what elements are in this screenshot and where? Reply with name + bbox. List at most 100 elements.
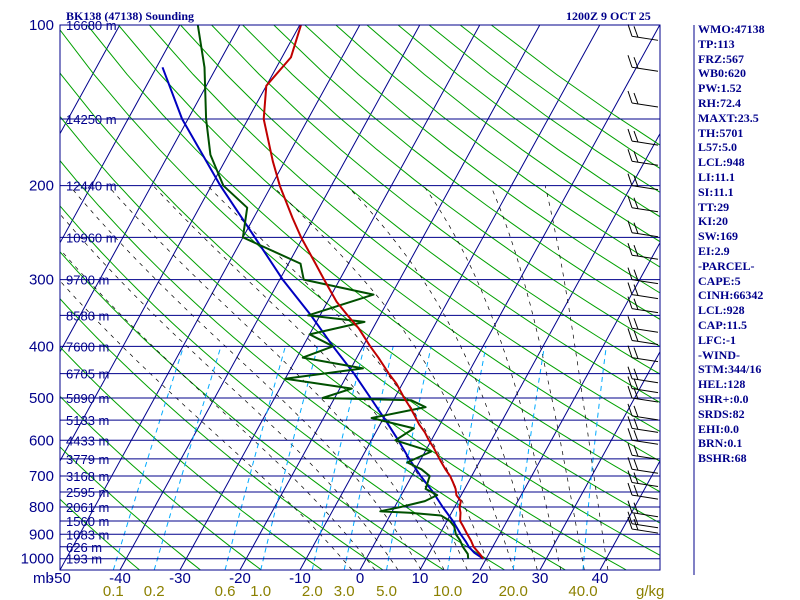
temperature-trace: [262, 25, 485, 560]
wind-barb: [627, 345, 659, 363]
wind-barb: [627, 443, 659, 460]
wind-barbs: [627, 24, 659, 534]
dry-adiabat: [60, 446, 201, 570]
plot-area: [60, 25, 660, 570]
height-label: 10960 m: [66, 230, 117, 245]
temperature-tick-label: -30: [169, 570, 191, 587]
index-value: SRDS:82: [698, 406, 745, 421]
temperature-tick-label: -50: [49, 570, 71, 587]
wind-barb: [627, 416, 659, 433]
index-value: L57:5.0: [698, 140, 737, 155]
pressure-tick-label: 700: [29, 468, 54, 485]
wind-barb: [627, 316, 659, 333]
mixing-ratio-line: [386, 346, 432, 570]
moist-adiabat: [272, 185, 515, 570]
wind-barb: [627, 403, 659, 421]
index-value: LI:11.1: [698, 169, 736, 184]
isotherm-line: [60, 25, 121, 135]
index-value: EI:2.9: [698, 243, 730, 258]
mixing-ratio-line: [224, 346, 286, 570]
dry-adiabat: [211, 25, 660, 375]
moist-adiabat: [60, 248, 376, 570]
index-value: TH:5701: [698, 125, 744, 140]
mixing-ratio-label: 10.0: [433, 583, 462, 600]
y-axis-unit: mb: [33, 570, 54, 587]
mixing-ratio-line: [260, 346, 319, 570]
mixing-ratio-label: 40.0: [568, 583, 597, 600]
isotherm-line: [239, 25, 541, 570]
index-value: LCL:948: [698, 155, 745, 170]
mixing-ratio-label: 20.0: [499, 583, 528, 600]
isotherm-line: [60, 25, 61, 26]
isotherm-line: [479, 241, 660, 570]
mixing-ratio-line: [153, 346, 222, 570]
index-value: TT:29: [698, 199, 730, 214]
wind-barb: [627, 90, 659, 108]
index-value: LCL:928: [698, 303, 745, 318]
isotherm-line: [119, 25, 421, 570]
pressure-tick-label: 500: [29, 390, 54, 407]
wind-barb: [627, 328, 659, 345]
temperature-tick-label: 30: [532, 570, 549, 587]
mixing-ratio-label: 1.0: [250, 583, 271, 600]
height-label: 4433 m: [66, 433, 109, 448]
index-value: HEL:128: [698, 377, 746, 392]
height-label: 3779 m: [66, 452, 109, 467]
moist-adiabat: [152, 185, 468, 570]
wind-barb: [627, 482, 659, 500]
index-value: STM:344/16: [698, 362, 762, 377]
index-value: PW:1.52: [698, 81, 742, 96]
index-value: SHR+:0.0: [698, 391, 749, 406]
height-label: 16680 m: [66, 18, 117, 33]
mixing-ratio-line: [343, 346, 394, 570]
height-label: 8580 m: [66, 308, 109, 323]
index-value: TP:113: [698, 36, 735, 51]
mixing-ratio-label: 5.0: [376, 583, 397, 600]
wind-barb: [627, 243, 659, 260]
index-value: KI:20: [698, 214, 728, 229]
dry-adiabat: [60, 205, 505, 570]
moist-adiabat: [207, 185, 491, 570]
pressure-tick-label: 200: [29, 178, 54, 195]
index-value: BSHR:68: [698, 451, 747, 466]
height-label: 626 m: [66, 540, 102, 555]
dry-adiabat: [60, 395, 262, 570]
index-value: CINH:66342: [698, 288, 764, 303]
moist-adiabat: [60, 213, 399, 570]
dry-adiabat: [273, 25, 660, 320]
moist-adiabat: [69, 185, 422, 570]
moist-adiabat: [60, 280, 353, 570]
temperature-tick-label: 0: [356, 570, 364, 587]
wind-barb: [627, 195, 659, 213]
chart-datetime: 1200Z 9 OCT 25: [566, 9, 651, 23]
isotherm-line: [359, 25, 660, 570]
mixing-ratio-label: 2.0: [302, 583, 323, 600]
pressure-tick-label: 900: [29, 526, 54, 543]
wind-barb: [627, 516, 659, 534]
wind-barb: [627, 220, 659, 238]
wind-barb: [627, 376, 659, 394]
height-label: 1083 m: [66, 527, 109, 542]
chart-title: BK138 (47138) Sounding: [66, 9, 194, 23]
temperature-tick-label: -40: [109, 570, 131, 587]
dry-adiabat: [86, 25, 660, 493]
wind-barb: [627, 428, 659, 445]
height-label: 5133 m: [66, 413, 109, 428]
background-lines: [60, 25, 660, 570]
wind-barb: [627, 470, 659, 488]
dewpoint-trace: [196, 25, 470, 559]
dry-adiabat: [304, 25, 660, 294]
index-value: CAPE:5: [698, 273, 741, 288]
pressure-tick-label: 400: [29, 338, 54, 355]
pressure-tick-label: 800: [29, 499, 54, 516]
mixing-ratio-line: [311, 346, 365, 570]
temperature-tick-label: 20: [472, 570, 489, 587]
moist-adiabat: [544, 185, 609, 570]
index-value: WB0:620: [698, 66, 746, 81]
index-value: WMO:47138: [698, 22, 765, 36]
index-value: EHI:0.0: [698, 421, 740, 436]
mixing-ratio-label: 0.6: [215, 583, 236, 600]
dry-adiabat: [60, 115, 627, 570]
